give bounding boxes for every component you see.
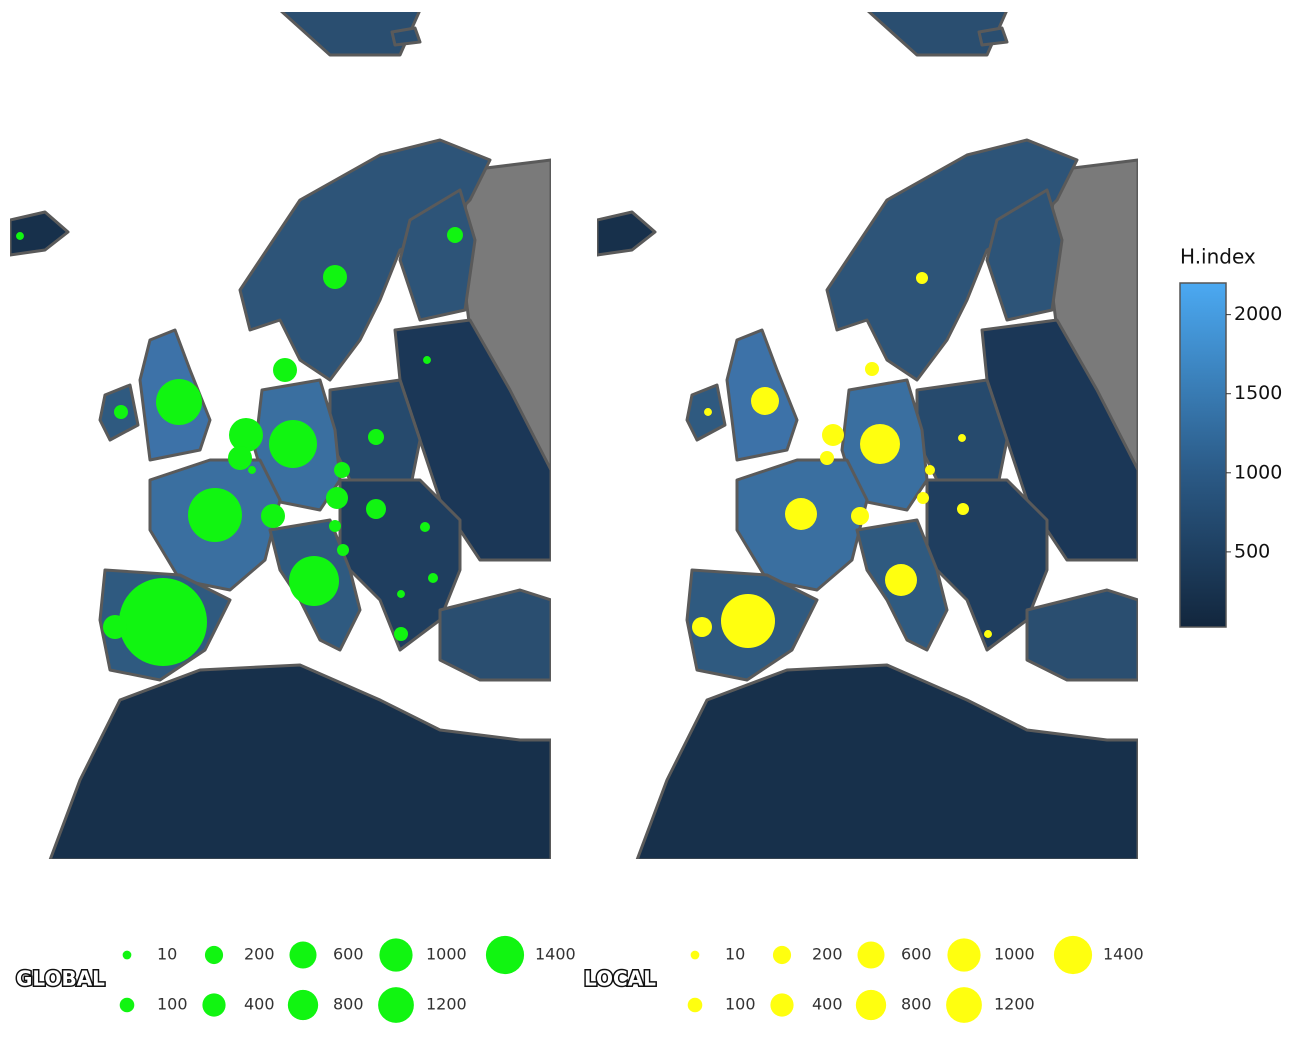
bubble <box>368 429 384 445</box>
bubble <box>885 564 917 596</box>
bubble <box>822 424 844 446</box>
bubble <box>336 543 350 557</box>
bubble <box>273 358 297 382</box>
legend-label: 200 <box>812 945 843 964</box>
bubble <box>326 487 348 509</box>
bubble <box>269 420 317 468</box>
panel-title: LOCAL <box>584 967 656 991</box>
legend-bubble <box>202 993 226 1017</box>
size-legend: GLOBAL 10 100 200 400 600 800 1000 1200 1400 <box>15 935 576 1023</box>
legend-bubble <box>687 997 703 1013</box>
bubble <box>850 506 870 526</box>
bubble <box>118 577 208 667</box>
map-panels <box>10 10 1138 860</box>
bubble <box>393 626 409 642</box>
bubble <box>785 498 817 530</box>
colorbar-tick-label: 2000 <box>1234 303 1282 325</box>
bubble <box>958 434 966 442</box>
legend-label: 600 <box>333 945 364 964</box>
bubble <box>427 572 439 584</box>
legend-label: 400 <box>812 995 843 1014</box>
legend-bubble <box>946 987 982 1023</box>
legend-bubble <box>947 938 981 972</box>
legend-label: 100 <box>157 995 188 1014</box>
legend-bubble <box>770 993 794 1017</box>
bubble <box>113 404 129 420</box>
bubble <box>447 227 463 243</box>
legend-bubble <box>379 938 413 972</box>
legend-bubble <box>855 989 887 1021</box>
bubble <box>419 521 431 533</box>
legend-label: 600 <box>901 945 932 964</box>
legend-label: 10 <box>157 945 177 964</box>
legend-label: 800 <box>333 995 364 1014</box>
bubble <box>156 379 202 425</box>
bubble <box>721 594 775 648</box>
bubble <box>915 271 929 285</box>
legend-bubble <box>1053 935 1093 975</box>
legend-bubble <box>289 941 317 969</box>
legend-label: 800 <box>901 995 932 1014</box>
legend-bubble <box>857 941 885 969</box>
legend-bubble <box>772 945 792 965</box>
bubble <box>860 424 900 464</box>
bubble <box>924 464 936 476</box>
legend-label: 1400 <box>1103 945 1144 964</box>
legend-bubble <box>119 997 135 1013</box>
bubble <box>366 499 386 519</box>
bubble <box>16 232 24 240</box>
legend-label: 1200 <box>426 995 467 1014</box>
legend-bubble <box>204 945 224 965</box>
bubble <box>288 555 340 607</box>
size-legend: LOCAL 10 100 200 400 600 800 1000 1200 1400 <box>583 935 1144 1023</box>
legend-label: 10 <box>725 945 745 964</box>
bubble <box>103 615 127 639</box>
bubble <box>819 450 835 466</box>
bubble <box>229 418 263 452</box>
map-panel <box>10 10 551 860</box>
bubble <box>248 466 256 474</box>
bubble <box>334 462 350 478</box>
bubble <box>397 590 405 598</box>
bubble <box>261 504 285 528</box>
map-panel <box>597 10 1138 860</box>
legend-bubble <box>378 987 414 1023</box>
bubble <box>751 387 779 415</box>
bubble <box>328 519 342 533</box>
legend-label: 100 <box>725 995 756 1014</box>
legend-label: 400 <box>244 995 275 1014</box>
colorbar-tick-label: 1500 <box>1234 382 1282 404</box>
bubble <box>864 361 880 377</box>
legend-bubble <box>485 935 525 975</box>
legend-label: 200 <box>244 945 275 964</box>
bubble <box>956 502 970 516</box>
legend-bubble <box>122 950 132 960</box>
bubble <box>704 408 712 416</box>
colorbar-title: H.index <box>1180 245 1256 269</box>
legend-bubble <box>690 950 700 960</box>
bubble <box>984 630 992 638</box>
legend-bubble <box>287 989 319 1021</box>
legend-label: 1000 <box>994 945 1035 964</box>
bubble <box>228 446 252 470</box>
legend-label: 1400 <box>535 945 576 964</box>
panel-title: GLOBAL <box>16 967 105 991</box>
colorbar-tick-label: 500 <box>1234 540 1270 562</box>
colorbar-tick-label: 1000 <box>1234 461 1282 483</box>
colorbar <box>1179 282 1227 628</box>
bubble <box>916 491 930 505</box>
bubble <box>188 488 242 542</box>
legend-label: 1200 <box>994 995 1035 1014</box>
bubble <box>692 617 712 637</box>
legend-label: 1000 <box>426 945 467 964</box>
bubble <box>423 356 431 364</box>
bubble <box>323 265 347 289</box>
